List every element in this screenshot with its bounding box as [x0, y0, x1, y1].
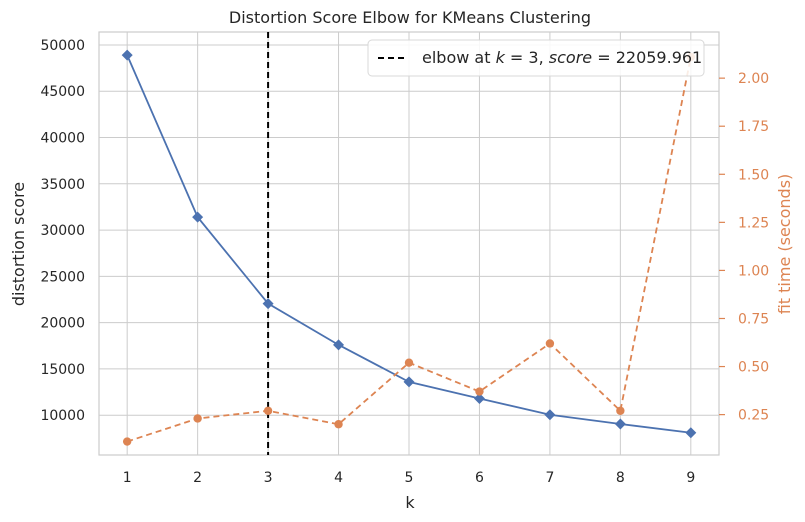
tick-labels: 1 2 3 4 5 6 7 8 9 10000 15000 20000 25000 30000 35000 4…: [40, 38, 769, 486]
y2-tick-label: 1.00: [738, 263, 769, 279]
distortion-point: [121, 49, 133, 61]
y-tick-label: 35000: [40, 177, 85, 193]
fit-time-point: [263, 406, 273, 415]
y2-axis-title: fit time (seconds): [775, 174, 794, 315]
y2-tick-label: 1.50: [738, 167, 769, 183]
distortion-point: [192, 211, 204, 223]
fit-time-point: [545, 339, 555, 348]
legend: elbow at k = 3, score = 22059.961: [367, 39, 705, 77]
x-tick-label: 7: [545, 470, 554, 486]
y2-tick-label: 2.00: [738, 71, 769, 87]
x-tick-label: 9: [686, 470, 695, 486]
distortion-point: [685, 427, 697, 439]
x-tick-label: 8: [616, 470, 625, 486]
y-axis-title: distortion score: [9, 182, 28, 306]
distortion-point: [544, 409, 556, 421]
plot-frame: [98, 31, 720, 456]
legend-k-value: = 3,: [505, 48, 549, 67]
y-tick-label: 25000: [40, 269, 85, 285]
y-tick-label: 15000: [40, 362, 85, 378]
legend-score-value: = 22059.961: [592, 48, 702, 67]
fit-time-point: [404, 358, 414, 367]
fit-time-point: [334, 420, 343, 429]
fit-time-point: [475, 387, 484, 396]
legend-prefix: elbow at: [422, 48, 496, 67]
y-tick-label: 30000: [40, 223, 85, 239]
fit-time-point: [193, 414, 202, 423]
y-tick-label: 50000: [40, 38, 85, 54]
fit-time-point: [616, 406, 625, 415]
legend-k-var: k: [496, 48, 506, 67]
x-tick-label: 6: [475, 470, 484, 486]
fit-time-point: [122, 437, 132, 446]
x-tick-label: 3: [264, 470, 273, 486]
y2-tick-label: 0.25: [738, 408, 769, 424]
y-tick-label: 45000: [40, 84, 85, 100]
distortion-point: [262, 298, 274, 310]
x-tick-label: 4: [334, 470, 343, 486]
legend-box: [367, 39, 705, 77]
legend-elbow-label: elbow at k = 3, score = 22059.961: [422, 48, 702, 67]
plot-border: [98, 31, 720, 456]
distortion-point: [333, 339, 345, 351]
y-tick-label: 40000: [40, 131, 85, 147]
x-axis-title: k: [405, 493, 415, 512]
chart-title: Distortion Score Elbow for KMeans Cluste…: [229, 8, 591, 27]
distortion-point: [473, 393, 485, 405]
y2-tick-label: 1.25: [738, 215, 769, 231]
y-tick-label: 20000: [40, 316, 85, 332]
x-tick-label: 1: [123, 470, 132, 486]
series-layer: [121, 49, 697, 446]
x-tick-label: 2: [193, 470, 202, 486]
x-tick-label: 5: [405, 470, 414, 486]
y2-tick-label: 0.75: [738, 311, 769, 327]
distortion-point: [614, 418, 626, 430]
y-tick-label: 10000: [40, 408, 85, 424]
y2-tick-label: 0.50: [738, 360, 769, 376]
distortion-point: [403, 376, 415, 388]
y2-tick-label: 1.75: [738, 119, 769, 135]
legend-score-var: score: [549, 48, 593, 67]
